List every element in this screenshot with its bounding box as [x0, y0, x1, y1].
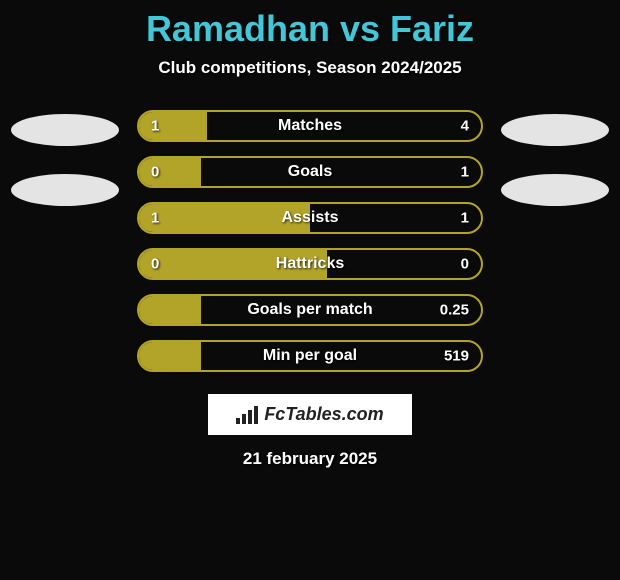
chart-icon	[236, 406, 258, 424]
stat-bar: Min per goal 519	[137, 340, 483, 372]
left-value: 0	[151, 164, 159, 181]
bar-label: Hattricks	[276, 255, 344, 273]
page-subtitle: Club competitions, Season 2024/2025	[158, 58, 461, 78]
right-value: 519	[444, 348, 469, 365]
right-value: 0	[461, 256, 469, 273]
page-title: Ramadhan vs Fariz	[146, 8, 474, 50]
bar-label: Assists	[282, 209, 339, 227]
stat-bar: 1 Assists 1	[137, 202, 483, 234]
bar-label: Matches	[278, 117, 342, 135]
right-value: 1	[461, 164, 469, 181]
source-text: FcTables.com	[264, 404, 383, 425]
source-badge[interactable]: FcTables.com	[208, 394, 411, 435]
bar-label: Goals	[288, 163, 332, 181]
bar-fill	[139, 158, 201, 186]
stat-bar: Goals per match 0.25	[137, 294, 483, 326]
content-row: 1 Matches 4 0 Goals 1 1 Assists 1 0 Hattricks 0 Goal…	[0, 110, 620, 372]
right-badge-2	[501, 174, 609, 206]
footer-date: 21 february 2025	[243, 449, 377, 469]
bar-fill	[139, 112, 207, 140]
left-badge-1	[11, 114, 119, 146]
stat-bar: 0 Hattricks 0	[137, 248, 483, 280]
right-value: 1	[461, 210, 469, 227]
right-badge-1	[501, 114, 609, 146]
right-value: 0.25	[440, 302, 469, 319]
left-badge-2	[11, 174, 119, 206]
left-value: 1	[151, 118, 159, 135]
bar-fill	[139, 342, 201, 370]
left-value: 0	[151, 256, 159, 273]
comparison-widget: Ramadhan vs Fariz Club competitions, Sea…	[0, 0, 620, 580]
left-value: 1	[151, 210, 159, 227]
right-value: 4	[461, 118, 469, 135]
left-player-badges	[11, 110, 119, 206]
bar-fill	[139, 296, 201, 324]
right-player-badges	[501, 110, 609, 206]
comparison-bars: 1 Matches 4 0 Goals 1 1 Assists 1 0 Hattricks 0 Goal…	[137, 110, 483, 372]
stat-bar: 0 Goals 1	[137, 156, 483, 188]
bar-label: Goals per match	[247, 301, 372, 319]
stat-bar: 1 Matches 4	[137, 110, 483, 142]
bar-label: Min per goal	[263, 347, 357, 365]
